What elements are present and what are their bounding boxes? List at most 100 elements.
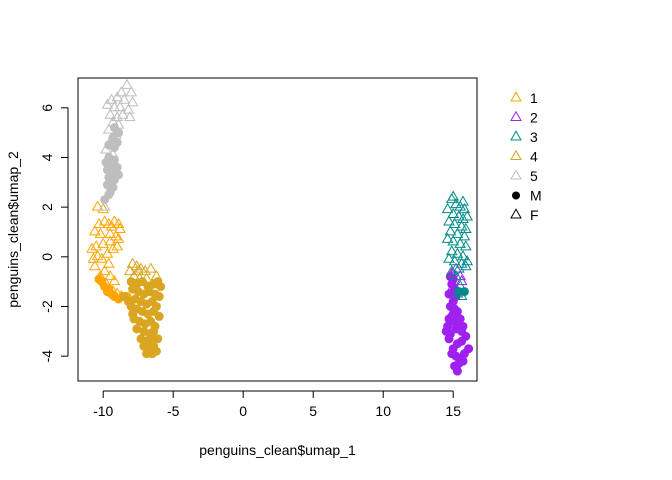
data-point-female bbox=[144, 262, 157, 273]
legend-triangle-icon bbox=[510, 130, 522, 141]
data-point-female bbox=[116, 108, 129, 119]
x-axis: -10 -5 0 5 10 15 bbox=[93, 390, 461, 419]
y-tick-label: -2 bbox=[39, 300, 55, 313]
data-point-female bbox=[458, 202, 471, 214]
data-point-female bbox=[455, 257, 468, 268]
data-point-female bbox=[98, 200, 111, 211]
data-point-female bbox=[455, 220, 468, 231]
data-point-male bbox=[137, 277, 147, 287]
x-tick-label: -5 bbox=[167, 403, 180, 419]
legend-label: M bbox=[530, 188, 542, 204]
data-point-female bbox=[451, 247, 464, 258]
points-layer bbox=[86, 78, 474, 376]
legend-item-4: 4 bbox=[510, 149, 538, 165]
data-point-female bbox=[441, 202, 454, 214]
legend-label: 4 bbox=[530, 149, 538, 165]
data-point-female bbox=[457, 250, 469, 261]
data-point-female bbox=[115, 86, 128, 97]
data-point-female bbox=[93, 217, 105, 228]
plot-frame bbox=[77, 77, 478, 382]
y-axis: -4 -2 0 2 4 6 bbox=[39, 104, 69, 363]
legend-item-5: 5 bbox=[510, 168, 538, 184]
legend-item-3: 3 bbox=[510, 129, 538, 145]
data-point-female bbox=[452, 262, 465, 273]
data-point-male bbox=[455, 314, 465, 324]
data-point-female bbox=[123, 111, 136, 122]
legend-item-M: M bbox=[512, 188, 542, 204]
data-point-male bbox=[457, 326, 467, 336]
data-point-female bbox=[104, 227, 117, 238]
data-point-female bbox=[88, 225, 101, 236]
data-point-female bbox=[88, 260, 101, 271]
x-axis-label: penguins_clean$umap_1 bbox=[199, 442, 356, 458]
data-point-female bbox=[455, 274, 468, 286]
y-tick-label: 2 bbox=[39, 203, 55, 211]
data-point-female bbox=[112, 217, 125, 228]
data-point-female bbox=[457, 195, 469, 206]
data-point-female bbox=[102, 257, 115, 268]
data-point-female bbox=[443, 215, 455, 226]
legend-item-1: 1 bbox=[510, 90, 538, 106]
data-point-male bbox=[149, 326, 159, 336]
data-point-female bbox=[104, 108, 117, 119]
data-point-female bbox=[121, 78, 133, 89]
data-point-female bbox=[101, 98, 114, 109]
data-point-female bbox=[108, 101, 121, 112]
legend-triangle-icon bbox=[510, 91, 522, 102]
data-point-female bbox=[132, 265, 145, 276]
legend: 1 2 3 4 5 MF bbox=[510, 90, 542, 223]
data-point-female bbox=[114, 101, 126, 112]
data-point-female bbox=[459, 240, 472, 251]
data-point-male bbox=[149, 306, 159, 316]
data-point-female bbox=[108, 274, 121, 286]
data-point-male bbox=[452, 366, 462, 376]
data-point-female bbox=[118, 93, 131, 104]
data-point-male bbox=[154, 292, 164, 302]
data-point-male bbox=[458, 356, 468, 366]
data-point-female bbox=[454, 200, 467, 211]
data-point-female bbox=[445, 245, 458, 256]
data-point-female bbox=[458, 230, 471, 241]
legend-triangle-icon bbox=[510, 208, 522, 219]
y-tick-label: -4 bbox=[39, 350, 55, 363]
data-point-female bbox=[448, 217, 461, 228]
data-point-female bbox=[126, 96, 139, 107]
data-point-female bbox=[111, 91, 124, 102]
legend-triangle-icon bbox=[510, 110, 522, 121]
data-point-female bbox=[91, 200, 104, 211]
data-point-female bbox=[130, 260, 143, 271]
data-point-female bbox=[123, 265, 136, 276]
data-point-female bbox=[105, 93, 118, 104]
y-tick-label: 6 bbox=[39, 104, 55, 112]
data-point-female bbox=[450, 269, 462, 281]
data-point-male bbox=[156, 282, 166, 292]
data-point-male bbox=[109, 175, 119, 185]
data-point-female bbox=[109, 230, 122, 241]
data-point-female bbox=[448, 255, 461, 266]
data-point-female bbox=[459, 260, 472, 271]
data-point-female bbox=[101, 247, 114, 258]
legend-label: 1 bbox=[530, 90, 538, 106]
x-tick-label: -10 bbox=[93, 403, 113, 419]
data-point-female bbox=[86, 242, 98, 253]
data-point-female bbox=[441, 232, 454, 243]
legend-item-F: F bbox=[510, 207, 539, 223]
data-point-female bbox=[112, 232, 125, 243]
data-point-male bbox=[104, 190, 114, 200]
x-tick-label: 10 bbox=[375, 403, 391, 419]
data-point-male bbox=[444, 334, 454, 344]
y-axis-label: penguins_clean$umap_2 bbox=[5, 151, 21, 308]
data-point-female bbox=[447, 190, 460, 201]
data-point-female bbox=[447, 235, 460, 246]
data-point-male bbox=[153, 334, 163, 344]
data-point-male bbox=[464, 344, 474, 354]
data-point-female bbox=[87, 252, 100, 263]
data-point-female bbox=[114, 222, 126, 233]
x-tick-label: 15 bbox=[445, 403, 461, 419]
y-tick-label: 0 bbox=[39, 253, 55, 261]
data-point-female bbox=[102, 217, 115, 228]
data-point-female bbox=[445, 265, 458, 276]
data-point-female bbox=[122, 103, 135, 114]
data-point-female bbox=[457, 212, 469, 224]
